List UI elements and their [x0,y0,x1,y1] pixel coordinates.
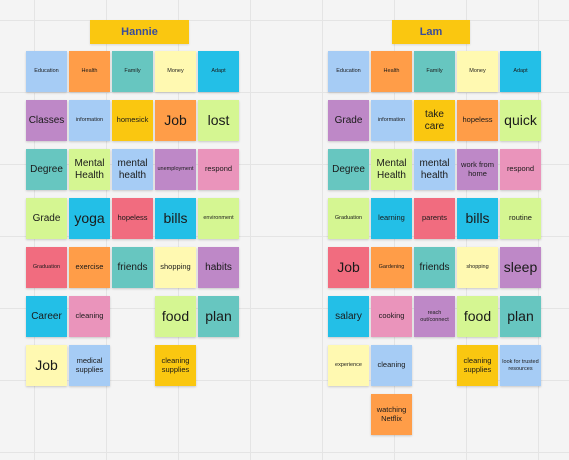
sticky-note[interactable]: experience [328,345,369,386]
sticky-note[interactable]: Grade [26,198,67,239]
board-header-hannie[interactable]: Hannie [90,20,189,44]
sticky-note[interactable]: Job [155,100,196,141]
sticky-note[interactable]: Money [155,51,196,92]
sticky-note[interactable]: Health [371,51,412,92]
sticky-note[interactable]: salary [328,296,369,337]
sticky-note[interactable]: Education [26,51,67,92]
sticky-note[interactable]: respond [500,149,541,190]
sticky-note[interactable]: Graduation [26,247,67,288]
sticky-note[interactable]: shopping [155,247,196,288]
sticky-note[interactable]: information [371,100,412,141]
sticky-note[interactable]: quick [500,100,541,141]
sticky-note[interactable]: Grade [328,100,369,141]
sticky-note[interactable]: homesick [112,100,153,141]
sticky-note[interactable]: habits [198,247,239,288]
sticky-note[interactable]: bills [457,198,498,239]
sticky-note[interactable]: learning [371,198,412,239]
sticky-note[interactable]: unemployment [155,149,196,190]
sticky-note[interactable]: parents [414,198,455,239]
sticky-note[interactable]: bills [155,198,196,239]
sticky-note[interactable]: food [155,296,196,337]
board-header-lam[interactable]: Lam [392,20,470,44]
sticky-note[interactable]: Job [26,345,67,386]
sticky-note[interactable]: Adapt [198,51,239,92]
sticky-note[interactable]: environment [198,198,239,239]
sticky-note[interactable]: cleaning [371,345,412,386]
sticky-note[interactable]: hopeless [112,198,153,239]
sticky-note[interactable]: Graduation [328,198,369,239]
sticky-note[interactable]: hopeless [457,100,498,141]
sticky-note[interactable]: Degree [26,149,67,190]
sticky-note[interactable]: friends [414,247,455,288]
sticky-note[interactable]: shopping [457,247,498,288]
sticky-note[interactable]: Health [69,51,110,92]
sticky-note[interactable]: exercise [69,247,110,288]
sticky-note[interactable]: take care [414,100,455,141]
sticky-note[interactable]: respond [198,149,239,190]
sticky-note[interactable]: Money [457,51,498,92]
sticky-note[interactable]: medical supplies [69,345,110,386]
sticky-note[interactable]: Job [328,247,369,288]
sticky-note[interactable]: cooking [371,296,412,337]
sticky-note[interactable]: information [69,100,110,141]
sticky-note[interactable]: cleaning supplies [457,345,498,386]
sticky-note[interactable]: Education [328,51,369,92]
sticky-note[interactable]: Mental Health [371,149,412,190]
sticky-note[interactable]: Gardening [371,247,412,288]
sticky-note[interactable]: Career [26,296,67,337]
sticky-note[interactable]: plan [198,296,239,337]
sticky-note[interactable]: friends [112,247,153,288]
sticky-note[interactable]: lost [198,100,239,141]
sticky-note[interactable]: Family [112,51,153,92]
sticky-note[interactable]: mental health [112,149,153,190]
sticky-note[interactable]: work from home [457,149,498,190]
sticky-note[interactable]: Degree [328,149,369,190]
sticky-note[interactable]: look for trusted resources [500,345,541,386]
sticky-note[interactable]: cleaning [69,296,110,337]
sticky-note[interactable]: cleaning supplies [155,345,196,386]
sticky-note[interactable]: Classes [26,100,67,141]
sticky-note[interactable]: Adapt [500,51,541,92]
sticky-note[interactable]: routine [500,198,541,239]
sticky-note[interactable]: yoga [69,198,110,239]
sticky-note[interactable]: Family [414,51,455,92]
sticky-note[interactable]: reach out/connect [414,296,455,337]
sticky-note[interactable]: plan [500,296,541,337]
sticky-note[interactable]: Mental Health [69,149,110,190]
sticky-note[interactable]: watching Netflix [371,394,412,435]
sticky-note[interactable]: mental health [414,149,455,190]
sticky-note[interactable]: sleep [500,247,541,288]
sticky-note[interactable]: food [457,296,498,337]
